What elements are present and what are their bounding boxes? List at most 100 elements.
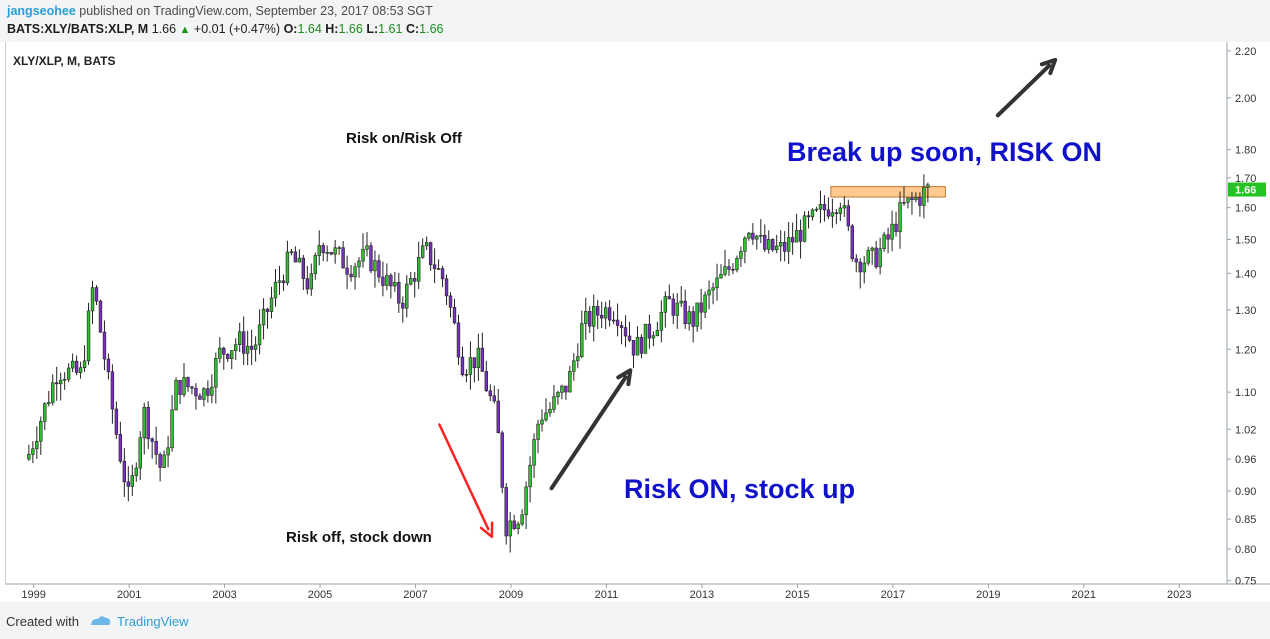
candle-body [460, 356, 465, 376]
resistance-zone-box [830, 186, 946, 198]
candle-body [731, 268, 735, 271]
candle-body [719, 273, 723, 279]
candle-body [313, 255, 317, 275]
x-tick-label: 2009 [499, 589, 523, 601]
up-arrow-2009-shaft [549, 375, 628, 491]
candle-body [464, 374, 469, 376]
candle-body [870, 247, 874, 251]
candle-body [293, 251, 298, 263]
y-tick-label: 0.96 [1235, 454, 1256, 466]
candle-body [548, 409, 552, 414]
candle-body [357, 260, 361, 268]
tradingview-brand-link[interactable]: TradingView [117, 614, 189, 629]
candle-body [58, 379, 63, 385]
candle-body [767, 239, 771, 250]
candle-body [743, 237, 747, 252]
candle-body [647, 323, 652, 339]
candle-body [301, 257, 306, 279]
candle-body [182, 377, 186, 395]
candle-body [715, 277, 719, 289]
candle-body [794, 230, 799, 243]
footer-bar: Created with TradingView [0, 602, 1270, 639]
candle-body [381, 276, 385, 286]
candle-body [492, 395, 496, 402]
candle-body [639, 337, 644, 354]
candle-body [226, 354, 230, 359]
candle-body [786, 237, 791, 252]
y-tick-label: 1.02 [1235, 424, 1256, 436]
candle-body [202, 388, 206, 400]
candle-body [257, 324, 262, 346]
candle-body [385, 275, 389, 286]
candle-body [281, 280, 286, 284]
candle-body [850, 225, 854, 260]
candle-body [675, 302, 679, 316]
y-tick-label: 1.80 [1235, 145, 1256, 157]
candle-body [218, 347, 222, 359]
candle-body [249, 345, 254, 350]
candle-body [432, 264, 437, 270]
candle-body [377, 260, 381, 278]
candle-body [150, 438, 154, 442]
candle-body [420, 245, 425, 258]
candle-body [78, 367, 83, 373]
price-chart[interactable]: XLY/XLP, M, BATS 0.75 0.80 0.85 0.90 0.96 1.0… [5, 42, 1270, 602]
candle-body [47, 402, 51, 404]
candle-body [898, 202, 902, 233]
candle-body [436, 268, 441, 270]
candle-body [130, 475, 134, 487]
candle-body [452, 306, 457, 324]
candle-body [389, 275, 393, 287]
author-link[interactable]: jangseohee [7, 4, 76, 18]
candle-body [556, 392, 560, 398]
candle-body [536, 423, 540, 440]
candle-body [194, 387, 198, 397]
candle-body [747, 232, 751, 239]
chart-area[interactable]: XLY/XLP, M, BATS 0.75 0.80 0.85 0.90 0.96 1.0… [5, 42, 1270, 602]
candle-body [659, 311, 664, 331]
candle-body [309, 273, 313, 290]
red-down-arrow-shaft [438, 423, 490, 531]
candle-body [886, 234, 890, 240]
candle-body [158, 454, 162, 468]
candle-body [456, 322, 461, 358]
publish-line: jangseohee published on TradingView.com,… [7, 4, 433, 18]
tradingview-logo-icon[interactable] [88, 614, 112, 628]
candle-body [727, 266, 731, 270]
candle-body [516, 523, 520, 529]
candle-body [198, 395, 202, 400]
candle-body [253, 344, 258, 350]
candle-body [687, 311, 691, 325]
candle-body [707, 289, 711, 296]
candle-body [238, 331, 242, 345]
candle-body [448, 295, 453, 308]
candle-body [504, 487, 508, 537]
candle-body [524, 486, 528, 516]
candle-body [241, 331, 246, 354]
candle-body [603, 307, 608, 319]
candle-body [234, 344, 238, 351]
candle-body [297, 257, 302, 263]
y-tick-label: 2.00 [1235, 93, 1256, 105]
candle-body [305, 278, 310, 290]
candle-body [572, 360, 576, 372]
candle-body [86, 310, 91, 362]
y-tick-label: 0.90 [1235, 486, 1256, 498]
candle-body [397, 282, 401, 304]
x-tick-label: 2005 [308, 589, 332, 601]
candle-body [878, 248, 882, 268]
candle-body [35, 440, 39, 450]
candle-body [369, 245, 373, 272]
candle-body [906, 197, 910, 203]
candle-body [926, 184, 930, 188]
candle-body [289, 251, 294, 254]
candle-body [39, 421, 43, 442]
candle-body [806, 215, 811, 218]
candle-body [775, 245, 779, 251]
candle-body [321, 245, 325, 254]
candle-body [838, 207, 843, 214]
candle-body [210, 386, 214, 396]
candle-body [138, 437, 142, 469]
candle-body [365, 245, 369, 250]
candle-body [206, 388, 210, 396]
